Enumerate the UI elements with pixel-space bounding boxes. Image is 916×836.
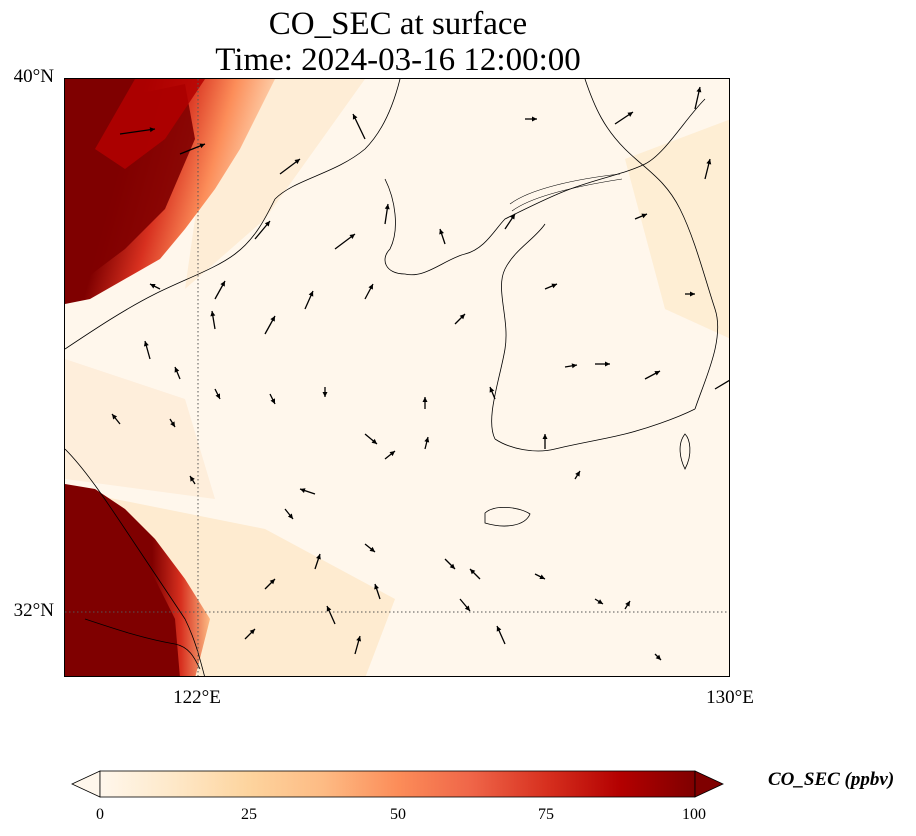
wind-vector-head <box>220 281 225 287</box>
wind-vector-head <box>551 283 557 289</box>
wind-vector-head <box>300 488 306 493</box>
colorbar-tick-100: 100 <box>682 806 706 823</box>
wind-vector-head <box>368 284 373 290</box>
wind-vector-head <box>190 476 195 482</box>
colorbar-gradient <box>99 770 696 798</box>
wind-vector-head <box>571 363 577 369</box>
wind-vector-head <box>654 371 660 376</box>
wind-vector-head <box>696 87 702 93</box>
wind-vector-head <box>316 554 321 560</box>
plume-southwest-core <box>65 509 180 676</box>
wind-vector-head <box>210 311 216 317</box>
wind-vector-head <box>170 421 175 427</box>
lat-tick-label-40N: 40°N <box>13 66 54 87</box>
wind-vector-head <box>641 213 647 219</box>
wind-vector-head <box>532 116 537 122</box>
wind-vector-head <box>150 284 156 289</box>
wind-vector-head <box>539 574 545 579</box>
lon-tick-label-122E: 122°E <box>173 687 221 708</box>
wind-vector-head <box>270 398 275 404</box>
wind-vector-head <box>690 291 695 297</box>
wind-vector-head <box>389 451 395 457</box>
wind-vector-head <box>729 377 730 382</box>
wind-vector-head <box>287 513 293 519</box>
wind-vector-head <box>439 229 444 235</box>
wind-vector-head <box>249 629 255 635</box>
wind-vector-head <box>326 606 332 612</box>
wind-vector-head <box>270 316 275 322</box>
wind-vector-head <box>349 234 355 239</box>
wind-vector-head <box>143 341 149 347</box>
coastlines <box>65 79 719 676</box>
colorbar <box>71 770 724 798</box>
wind-vector-head <box>706 159 712 165</box>
map-panel <box>64 78 730 677</box>
wind-vector-head <box>605 361 610 367</box>
wind-vector-head <box>264 221 270 227</box>
lat-tick-label-32N: 32°N <box>13 600 54 621</box>
wind-vector-head <box>489 387 495 393</box>
wind-vector-head <box>308 291 314 297</box>
wind-vector-head <box>322 392 328 397</box>
plume-northwest-edge <box>95 79 205 169</box>
wind-vector-head <box>496 626 502 632</box>
wind-vector-head <box>384 204 390 210</box>
colorbar-label: CO_SEC (ppbv) <box>768 769 895 790</box>
wind-vector-head <box>510 214 515 220</box>
wind-vector-head <box>464 605 470 611</box>
colorbar-extend-min <box>71 770 101 798</box>
wind-vector-head <box>149 127 155 133</box>
wind-vector-head <box>542 434 548 439</box>
wind-vector-head <box>597 599 603 604</box>
wind-vector-head <box>655 654 661 660</box>
wind-vector-head <box>294 159 300 164</box>
wind-vector-head <box>625 601 630 607</box>
wind-vector-head <box>374 584 379 590</box>
wind-vector-head <box>627 112 633 117</box>
tint-region-east <box>625 119 729 339</box>
wind-vector-head <box>371 438 377 444</box>
wind-vector-shaft <box>119 128 156 135</box>
colorbar-extend-max <box>694 770 724 798</box>
wind-vector-head <box>215 393 220 399</box>
wind-vector-shaft <box>714 379 729 390</box>
wind-vector-head <box>112 414 118 420</box>
colorbar-tick-25: 25 <box>241 806 257 823</box>
colorbar-tick-75: 75 <box>538 806 554 823</box>
tint-region-west <box>65 359 215 499</box>
wind-vector-head <box>352 114 358 120</box>
wind-vector-head <box>369 546 375 552</box>
wind-vectors <box>111 86 730 661</box>
wind-vector-head <box>422 397 428 402</box>
colorbar-tick-0: 0 <box>96 806 104 823</box>
wind-vector-head <box>199 143 205 149</box>
wind-vector-head <box>174 367 180 373</box>
lon-tick-label-130E: 130°E <box>706 687 754 708</box>
map-title-line1: CO_SEC at surface <box>268 6 528 42</box>
concentration-map <box>65 79 730 676</box>
wind-vector-head <box>575 471 580 477</box>
colorbar-tick-50: 50 <box>390 806 406 823</box>
wind-vector-head <box>356 636 362 642</box>
wind-vector-head <box>424 437 430 443</box>
map-title-line2: Time: 2024-03-16 12:00:00 <box>215 42 581 78</box>
